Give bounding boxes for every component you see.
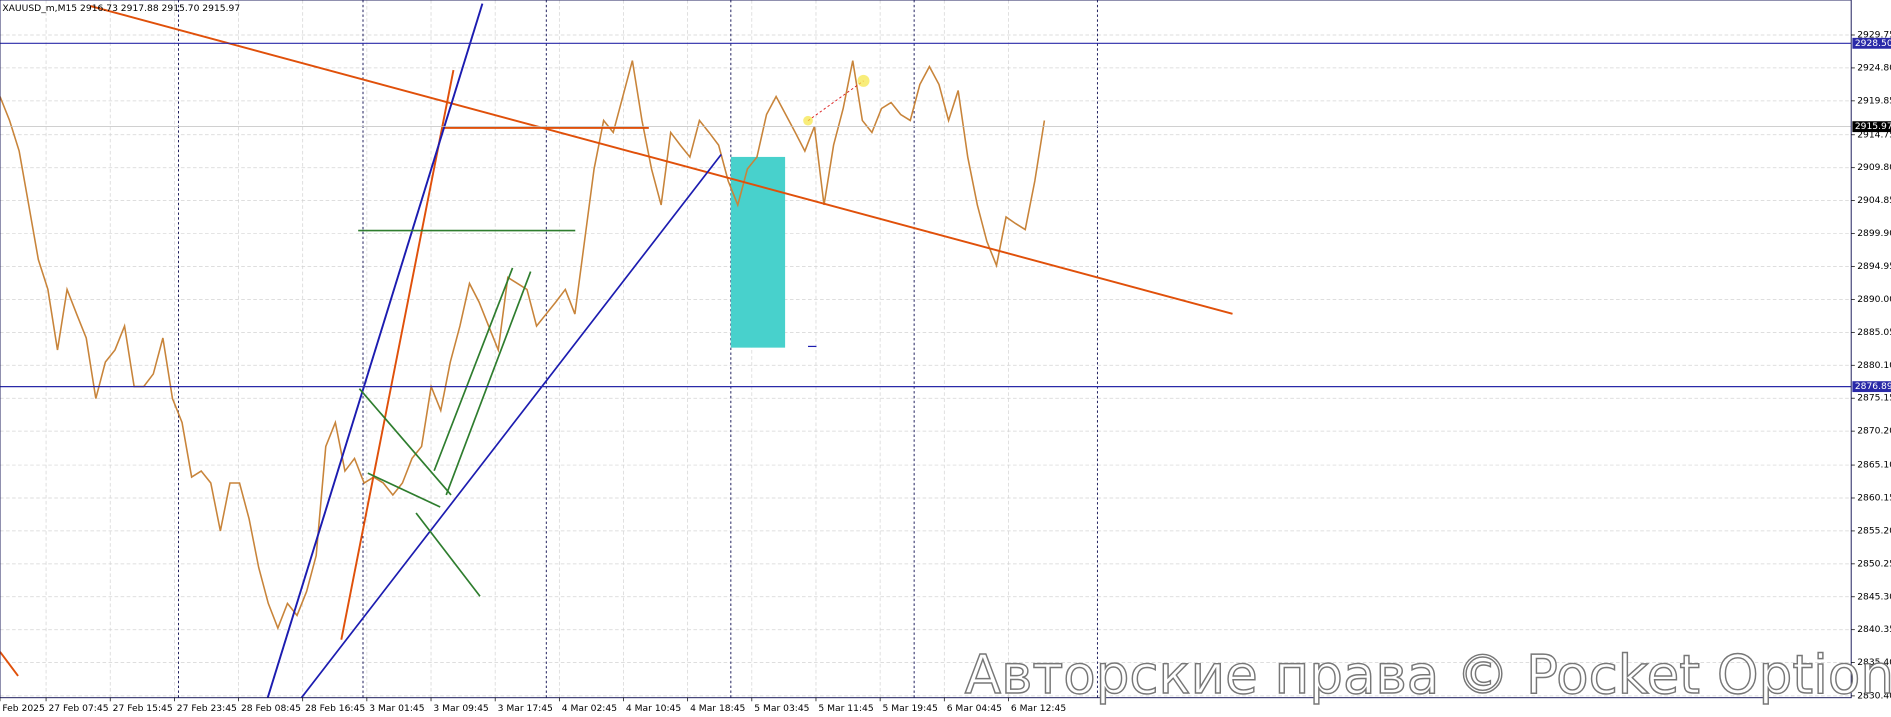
level-label: 2928.50 [1855, 38, 1891, 49]
y-tick-label: 2894.95 [1857, 261, 1891, 272]
y-tick-label: 2904.85 [1857, 195, 1891, 206]
current-price-tag [1852, 121, 1891, 133]
channel-line [300, 153, 722, 699]
x-tick-label: 3 Mar 17:45 [498, 703, 553, 714]
trend-line [90, 5, 1233, 315]
trend-line [0, 651, 19, 677]
green-line [367, 472, 441, 508]
x-tick-label: 3 Mar 01:45 [369, 703, 424, 714]
green-line [445, 271, 532, 496]
y-tick-label: 2885.05 [1857, 327, 1891, 338]
axes: 2929.75 2924.80 2919.85 2914.75 2909.80 2904.… [0, 29, 1891, 714]
day-separators [178, 0, 1098, 698]
y-tick-label: 2855.20 [1857, 525, 1891, 536]
y-tick-label: 2860.15 [1857, 492, 1891, 503]
plot-border [0, 0, 1852, 699]
x-tick-label: 27 Feb 07:45 [48, 703, 108, 714]
y-tick-label: 2890.00 [1857, 294, 1891, 305]
x-tick-label: 4 Mar 02:45 [562, 703, 617, 714]
x-tick-label: Feb 2025 [2, 703, 45, 714]
x-tick-label: 27 Feb 23:45 [177, 703, 237, 714]
y-tick-label: 2845.30 [1857, 591, 1891, 602]
x-tick-label: 5 Mar 11:45 [818, 703, 873, 714]
series [0, 60, 1046, 631]
level-tag [1852, 381, 1891, 393]
x-tick-label: 27 Feb 15:45 [113, 703, 173, 714]
y-tick-label: 2850.25 [1857, 558, 1891, 569]
green-line [358, 388, 452, 496]
highlight-box [730, 156, 786, 348]
x-tick-label: 6 Mar 12:45 [1011, 703, 1066, 714]
level-label: 2876.89 [1855, 381, 1891, 392]
green-line [415, 512, 481, 597]
price-line [0, 60, 1046, 631]
y-tick-label: 2899.90 [1857, 228, 1891, 239]
y-tick-label: 2835.40 [1857, 657, 1891, 668]
watermark: Авторские права © Pocket Option [965, 644, 1891, 706]
current-price-label: 2915.97 [1855, 121, 1891, 132]
y-tick-label: 2914.75 [1857, 129, 1891, 140]
x-tick-label: 5 Mar 19:45 [883, 703, 938, 714]
y-tick-label: 2924.80 [1857, 62, 1891, 73]
dashed-link [807, 80, 864, 122]
x-tick-label: 3 Mar 09:45 [433, 703, 488, 714]
marker [857, 74, 870, 87]
x-tick-label: 28 Feb 16:45 [305, 703, 365, 714]
x-tick-label: 4 Mar 10:45 [626, 703, 681, 714]
levels [0, 42, 1852, 388]
chart-title: XAUUSD_m,M15 2916.73 2917.88 2915.70 291… [2, 3, 240, 14]
y-tick-label: 2870.20 [1857, 426, 1891, 437]
y-tick-label: 2830.40 [1857, 690, 1891, 701]
channel-line [266, 3, 484, 698]
y-tick-label: 2875.15 [1857, 393, 1891, 404]
x-tick-label: 5 Mar 03:45 [754, 703, 809, 714]
y-tick-label: 2929.75 [1857, 29, 1891, 40]
marker [803, 115, 813, 126]
x-tick-label: 6 Mar 04:45 [947, 703, 1002, 714]
y-tick-label: 2919.85 [1857, 95, 1891, 106]
y-tick-label: 2909.80 [1857, 162, 1891, 173]
y-tick-label: 2880.10 [1857, 360, 1891, 371]
drawings [0, 3, 1233, 699]
trend-line [340, 69, 455, 640]
y-tick-label: 2840.35 [1857, 624, 1891, 635]
green-line [433, 267, 514, 472]
x-tick-label: 4 Mar 18:45 [690, 703, 745, 714]
y-tick-label: 2865.10 [1857, 460, 1891, 471]
level-tag [1852, 37, 1891, 49]
x-tick-label: 28 Feb 08:45 [241, 703, 301, 714]
